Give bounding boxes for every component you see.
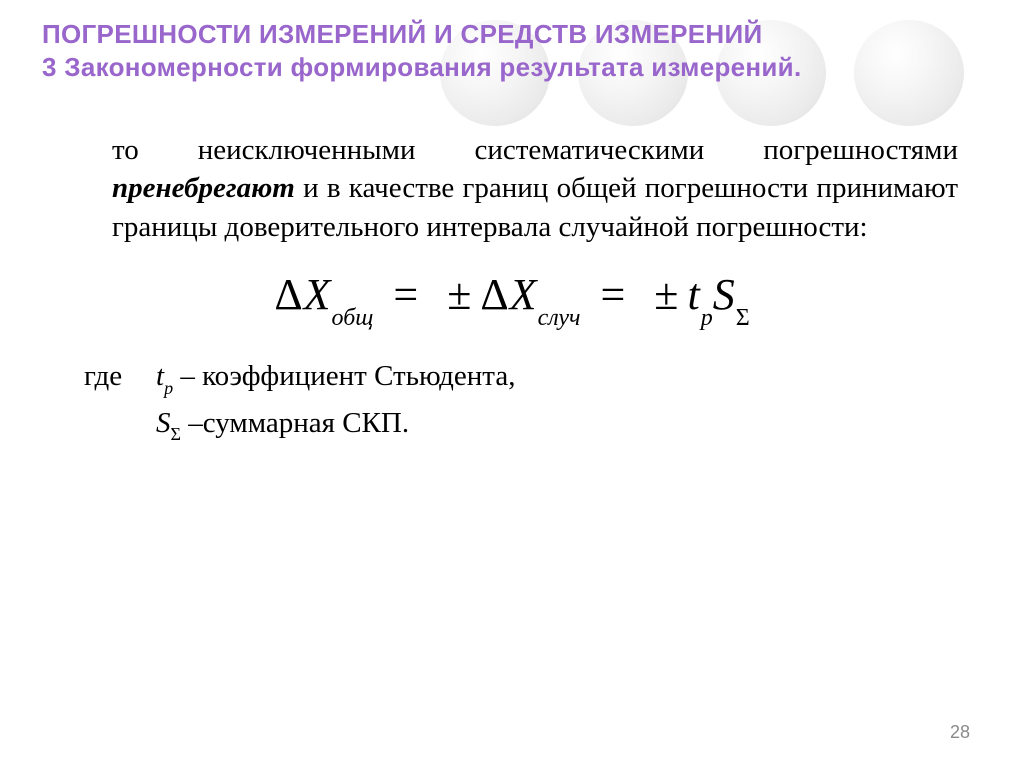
where-row-1: где tp – коэффициент Стьюдента, — [84, 354, 982, 401]
heading-line-2: 3 Закономерности формирования результата… — [42, 52, 802, 82]
where-def-1: tp – коэффициент Стьюдента, — [156, 354, 515, 401]
eq-pm-2: ± — [654, 270, 679, 319]
where-def-2: SΣ –суммарная СКП. — [156, 401, 409, 448]
eq-x-2: X — [510, 270, 538, 319]
page-number: 28 — [950, 722, 970, 743]
eq-pm-1: ± — [447, 270, 472, 319]
para-part-1: то неисключенными систематическими погре… — [112, 134, 958, 166]
heading-line-1: ПОГРЕШНОСТИ ИЗМЕРЕНИЙ И СРЕДСТВ ИЗМЕРЕНИ… — [42, 19, 762, 49]
where-lead-empty — [84, 401, 156, 448]
where-sym-2: S — [156, 407, 171, 439]
eq-equals-1: = — [393, 270, 419, 319]
equation: ΔXобщ = ±ΔXслуч = ±tpSΣ — [42, 269, 982, 326]
where-text-1: – коэффициент Стьюдента, — [173, 360, 515, 392]
where-block: где tp – коэффициент Стьюдента, SΣ –сумм… — [42, 354, 982, 447]
eq-sub-1: общ — [332, 305, 374, 331]
where-lead: где — [84, 354, 156, 401]
eq-sub-2: случ — [538, 305, 581, 331]
slide-content: ПОГРЕШНОСТИ ИЗМЕРЕНИЙ И СРЕДСТВ ИЗМЕРЕНИ… — [0, 0, 1024, 767]
eq-t: t — [687, 270, 700, 319]
where-text-2: –суммарная СКП. — [181, 407, 409, 439]
eq-equals-2: = — [600, 270, 626, 319]
eq-delta-2: Δ — [480, 270, 509, 319]
where-sym-1-sub: p — [164, 378, 173, 398]
body-paragraph: то неисключенными систематическими погре… — [42, 131, 982, 248]
para-emph: пренебрегают — [112, 172, 295, 204]
eq-s-sub: Σ — [736, 305, 750, 331]
slide-heading: ПОГРЕШНОСТИ ИЗМЕРЕНИЙ И СРЕДСТВ ИЗМЕРЕНИ… — [42, 18, 802, 85]
where-row-2: SΣ –суммарная СКП. — [84, 401, 982, 448]
where-sym-1: t — [156, 360, 164, 392]
eq-t-sub: p — [701, 305, 713, 331]
eq-s: S — [713, 270, 736, 319]
where-sym-2-sub: Σ — [171, 424, 181, 444]
eq-x-1: X — [304, 270, 332, 319]
eq-delta-1: Δ — [274, 270, 303, 319]
